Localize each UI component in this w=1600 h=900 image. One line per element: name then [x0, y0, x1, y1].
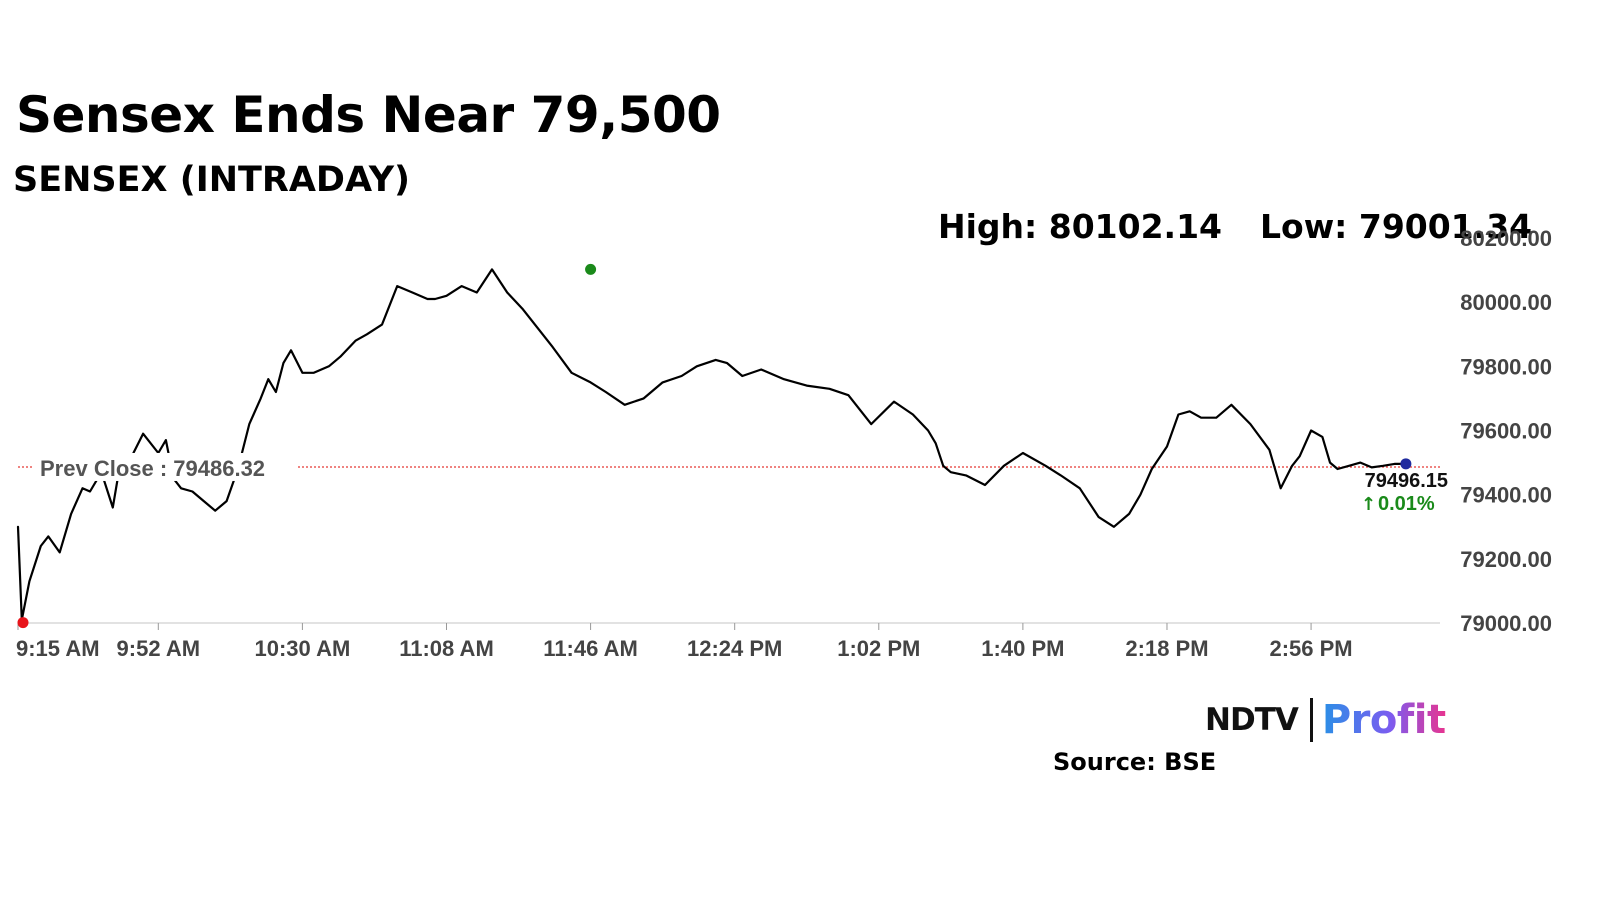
x-tick-label: 9:15 AM	[16, 636, 100, 661]
y-tick-label: 80000.00	[1460, 290, 1552, 315]
ndtv-profit-logo: NDTV Profit	[1205, 695, 1446, 745]
y-tick-label: 79400.00	[1460, 483, 1552, 508]
logo-divider	[1309, 698, 1313, 742]
last-price-label: 79496.15	[1365, 470, 1448, 492]
x-tick-label: 12:24 PM	[687, 636, 782, 661]
x-tick-label: 10:30 AM	[255, 636, 351, 661]
source-note: Source: BSE	[1053, 748, 1217, 776]
day-high-marker	[585, 263, 597, 275]
day-high-stat: High: 80102.14	[938, 207, 1222, 246]
y-tick-label: 79000.00	[1460, 611, 1552, 636]
x-tick-label: 2:18 PM	[1125, 636, 1208, 661]
day-low-marker	[17, 617, 29, 629]
prev-close-label-bg	[34, 452, 296, 481]
x-tick-label: 1:40 PM	[981, 636, 1064, 661]
y-tick-label: 79200.00	[1460, 547, 1552, 572]
chart-title: Sensex Ends Near 79,500	[16, 86, 721, 144]
y-tick-label: 79800.00	[1460, 354, 1552, 379]
x-tick-label: 1:02 PM	[837, 636, 920, 661]
y-tick-label: 80200.00	[1460, 226, 1552, 251]
change-percent-label: 0.01%	[1378, 493, 1435, 515]
x-tick-label: 11:46 AM	[543, 636, 638, 661]
price-line	[16, 268, 1408, 621]
last-price-marker	[1400, 458, 1412, 470]
y-tick-label: 79600.00	[1460, 419, 1552, 444]
prev-close-label: Prev Close : 79486.32	[40, 456, 265, 481]
x-tick-label: 11:08 AM	[399, 636, 494, 661]
day-low-stat: Low: 79001.34	[1260, 207, 1533, 246]
x-tick-label: 9:52 AM	[117, 636, 201, 661]
chart-subtitle: SENSEX (INTRADAY)	[13, 160, 411, 200]
profit-logo-text: Profit	[1321, 697, 1446, 743]
up-arrow-icon: ↑	[1361, 494, 1376, 515]
x-tick-label: 2:56 PM	[1269, 636, 1352, 661]
ndtv-logo-text: NDTV	[1205, 702, 1299, 738]
